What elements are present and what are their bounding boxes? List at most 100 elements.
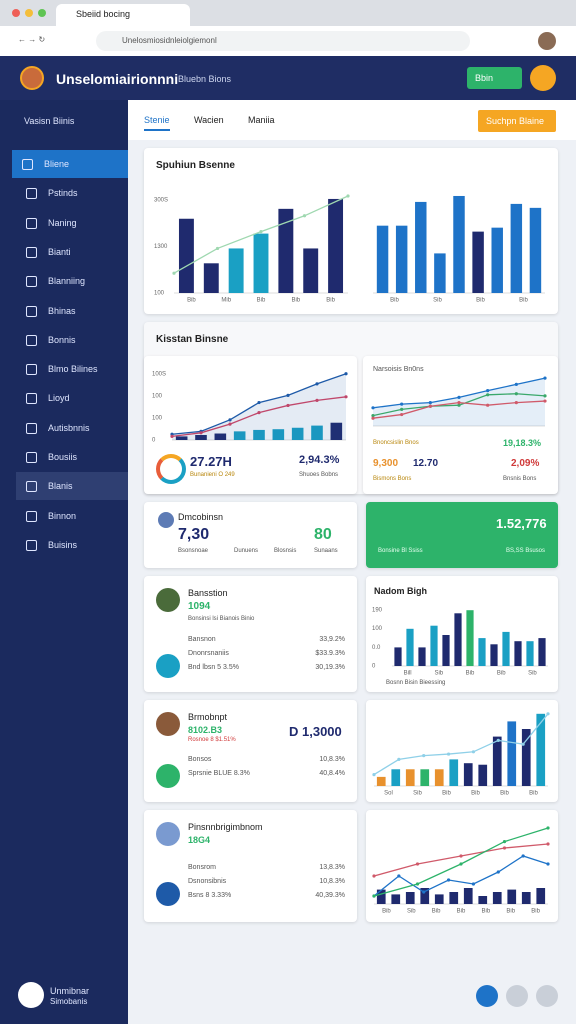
area	[172, 373, 346, 440]
sidebar-item[interactable]: Lioyd	[16, 384, 128, 412]
chart: Bib Sib Bib Bib	[373, 195, 545, 304]
bar	[453, 195, 465, 293]
user-logo[interactable]	[18, 982, 44, 1008]
bar	[175, 436, 188, 440]
tab[interactable]: Stenie	[144, 115, 170, 131]
app-title: Unselomiairionnni	[56, 71, 179, 87]
tab[interactable]: Wacien	[194, 115, 224, 125]
tab[interactable]: Sbeiid bocing	[56, 4, 190, 26]
x-label: Bib	[382, 909, 391, 915]
sidebar-item[interactable]: Pstinds	[16, 179, 128, 207]
point	[496, 738, 500, 742]
point	[486, 389, 490, 393]
card: Sol Sib Bib Bib Bib Bib	[366, 700, 558, 802]
point	[546, 826, 550, 830]
bar	[502, 631, 510, 666]
sidebar-item[interactable]: Bhinas	[16, 297, 128, 325]
sidebar-item[interactable]: Naning	[16, 209, 128, 237]
point	[228, 422, 232, 426]
close-dot[interactable]	[12, 9, 20, 17]
fab[interactable]	[476, 985, 498, 1007]
point	[302, 214, 307, 218]
sidebar-item[interactable]: Bliene	[12, 150, 128, 178]
avatar	[156, 822, 180, 846]
bar	[195, 434, 207, 440]
bar	[303, 248, 319, 293]
row-value: 13,8.3%	[319, 864, 345, 871]
header-button[interactable]: Bbin	[467, 67, 522, 89]
sidebar-label: Binnon	[48, 510, 77, 521]
point	[397, 874, 401, 878]
point	[371, 414, 375, 418]
point	[543, 376, 547, 380]
x-label: Bib	[519, 298, 528, 304]
card-title: Kisstan Binsne	[156, 334, 229, 345]
sidebar-item[interactable]: Blmo Bilines	[16, 355, 128, 383]
sidebar-label: Pstinds	[48, 188, 78, 199]
sidebar-item[interactable]: Binnon	[16, 502, 128, 530]
point	[546, 842, 550, 846]
header-icon[interactable]	[530, 65, 556, 91]
sidebar-item[interactable]: Bousiis	[16, 443, 128, 471]
fab[interactable]	[506, 985, 528, 1007]
bar	[434, 253, 446, 293]
icon	[156, 654, 180, 678]
point	[502, 840, 507, 844]
sidebar-icon	[26, 305, 37, 317]
bar	[228, 248, 244, 293]
sidebar-label: Bonnis	[48, 334, 76, 345]
sidebar-item[interactable]: Blanis	[16, 472, 128, 501]
point	[457, 401, 461, 405]
y-label: 1300	[154, 244, 168, 250]
sidebar-label: Bliene	[44, 159, 70, 169]
bar	[391, 769, 401, 786]
point	[496, 870, 500, 874]
point	[344, 395, 348, 399]
bar	[449, 892, 459, 904]
user-name: Unmibnar	[50, 986, 90, 996]
nav-icons[interactable]: ← → ↻	[18, 35, 46, 44]
fab[interactable]	[536, 985, 558, 1007]
sidebar-item[interactable]: Autisbnnis	[16, 414, 128, 442]
point	[457, 403, 461, 407]
label: Bismons Bons	[373, 476, 412, 482]
point	[543, 394, 547, 398]
sidebar-label: Lioyd	[48, 393, 70, 404]
tab[interactable]: Maniia	[248, 115, 275, 125]
point	[372, 874, 376, 878]
point	[372, 894, 376, 898]
x-label: Bib	[482, 909, 491, 915]
point	[215, 246, 220, 251]
line	[373, 843, 549, 877]
sidebar-icon	[26, 246, 37, 258]
sidebar-item[interactable]: Buisins	[16, 531, 128, 559]
x-label: Bib	[326, 298, 335, 304]
kpi: 80	[314, 526, 332, 543]
min-dot[interactable]	[25, 9, 33, 17]
point	[257, 400, 261, 405]
point	[199, 431, 203, 435]
sidebar-item[interactable]: Bonnis	[16, 326, 128, 354]
sidebar-label: Bousiis	[48, 452, 78, 462]
bar	[434, 769, 444, 786]
kpi: 7,30	[178, 526, 210, 543]
action-button[interactable]: Suchpn Blaine	[478, 110, 556, 132]
bar	[463, 763, 473, 786]
line	[373, 827, 549, 897]
max-dot[interactable]	[38, 9, 46, 17]
card: Nadom Bigh 190 100 0.0 0 Bill Sib Bib Bib Sib Bo…	[366, 576, 558, 692]
avatar[interactable]	[20, 66, 44, 90]
card: Dmcobinsn 7,30 80 Bsonsnoae Dunuens Blos…	[144, 502, 357, 568]
label: Bnoncsislin Bnos	[373, 440, 419, 446]
bar	[253, 233, 269, 293]
point	[543, 399, 547, 403]
point	[372, 773, 376, 777]
sidebar-item[interactable]: Blanniing	[16, 267, 128, 295]
profile[interactable]	[538, 32, 556, 50]
sidebar-item[interactable]: Bianti	[16, 238, 128, 266]
label: Bonsine Bl Ssiss	[378, 548, 423, 554]
bar	[405, 892, 415, 904]
point	[471, 750, 476, 754]
point	[371, 416, 375, 420]
url-bar[interactable]: Unelosmiosidnleiolgiemonl	[96, 31, 470, 51]
